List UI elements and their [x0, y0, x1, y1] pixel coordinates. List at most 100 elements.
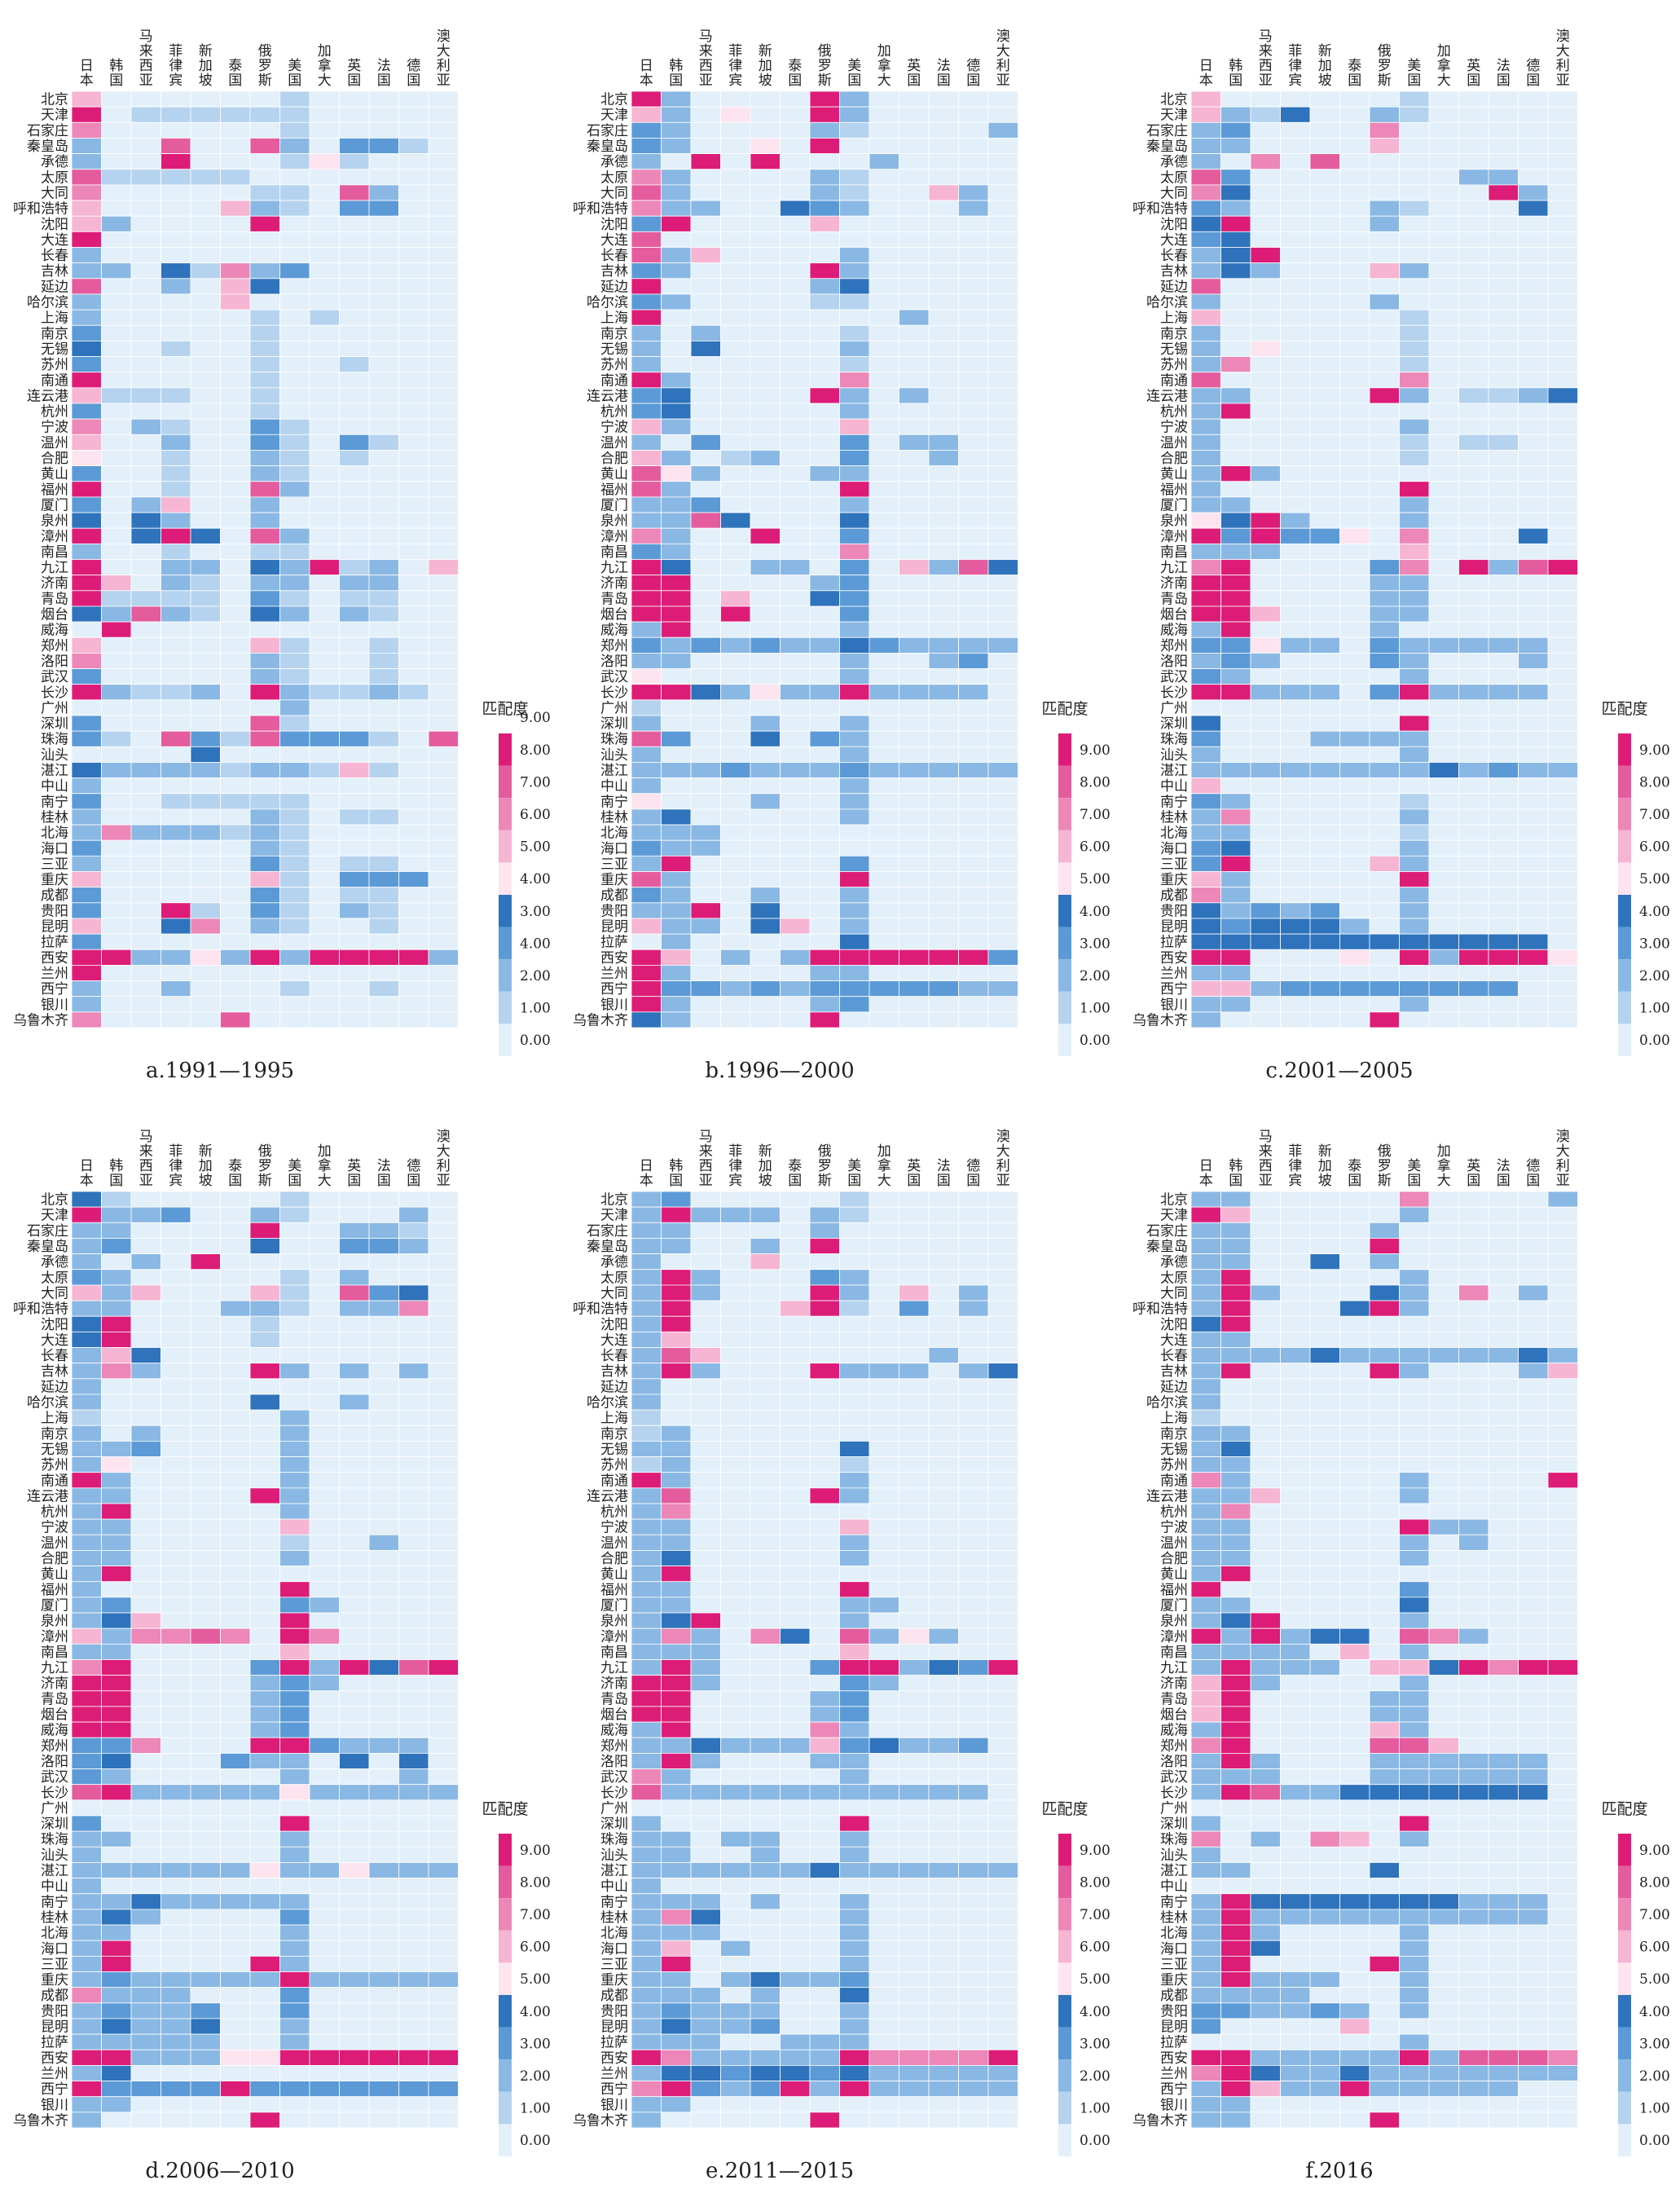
- heatmap-cell: [1458, 590, 1489, 607]
- heatmap-cell: [130, 1206, 161, 1223]
- heatmap-cell: [1518, 1768, 1549, 1786]
- heatmap-cell: [161, 356, 191, 373]
- heatmap-cell: [750, 309, 781, 326]
- city-label: 宁波: [600, 420, 628, 436]
- heatmap-cells: [71, 1191, 459, 2129]
- heatmap-cell: [750, 481, 781, 498]
- heatmap-cell: [190, 293, 221, 310]
- heatmap-cell: [899, 2065, 930, 2081]
- heatmap-cell: [1428, 1846, 1459, 1863]
- legend-swatch: [499, 1962, 512, 1995]
- heatmap-cell: [279, 980, 310, 998]
- heatmap-cell: [309, 1503, 340, 1520]
- heatmap-cell: [750, 2112, 781, 2129]
- city-label: 南昌: [600, 1645, 628, 1661]
- heatmap-cell: [190, 1011, 221, 1028]
- heatmap-cell: [101, 1737, 132, 1754]
- heatmap-cell: [339, 1659, 370, 1676]
- heatmap-cell: [690, 90, 721, 108]
- heatmap-cell: [101, 512, 132, 529]
- heatmap-cell: [161, 543, 191, 560]
- heatmap-cell: [1280, 668, 1311, 685]
- heatmap-cell: [1250, 1659, 1281, 1676]
- heatmap-cell: [309, 2049, 340, 2066]
- heatmap-cell: [839, 231, 870, 248]
- heatmap-cell: [839, 793, 870, 810]
- heatmap-cell: [279, 1675, 310, 1692]
- heatmap-cell: [631, 450, 662, 467]
- heatmap-cell: [339, 1534, 370, 1551]
- heatmap-cell: [249, 1643, 280, 1660]
- heatmap-cell: [309, 839, 340, 857]
- heatmap-cell: [190, 1659, 221, 1676]
- heatmap-cell: [928, 1269, 959, 1286]
- city-label: 杭州: [1160, 404, 1188, 421]
- heatmap-cell: [1220, 1846, 1251, 1863]
- city-label: 太原: [1160, 170, 1188, 186]
- heatmap-cell: [249, 996, 280, 1013]
- city-label: 石家庄: [27, 1223, 68, 1240]
- heatmap-cell: [130, 1768, 161, 1786]
- heatmap-cell: [398, 715, 429, 732]
- heatmap-cell: [1488, 1269, 1519, 1286]
- heatmap-cell: [368, 606, 399, 623]
- heatmap-cell: [809, 980, 840, 998]
- city-label: 深圳: [41, 716, 68, 733]
- heatmap-cell: [220, 1596, 251, 1614]
- heatmap-cell: [958, 1518, 989, 1535]
- heatmap-cell: [1458, 808, 1489, 826]
- legend-tick-label: 4.00: [1080, 2004, 1110, 2020]
- heatmap-cell: [720, 1612, 751, 1629]
- heatmap-cell: [958, 2065, 989, 2081]
- heatmap-cell: [661, 387, 692, 404]
- heatmap-cell: [631, 527, 662, 544]
- heatmap-cell: [661, 418, 692, 435]
- heatmap-cell: [161, 824, 191, 841]
- heatmap-cell: [1220, 559, 1251, 576]
- heatmap-cell: [720, 1924, 751, 1941]
- legend-tick-label: 8.00: [520, 742, 551, 759]
- heatmap-cell: [1369, 278, 1400, 295]
- country-label: 俄罗斯: [258, 1143, 272, 1189]
- heatmap-cell: [809, 2033, 840, 2050]
- heatmap-cell: [690, 2033, 721, 2050]
- heatmap-cell: [220, 559, 251, 576]
- city-label: 石家庄: [1146, 123, 1188, 139]
- heatmap-cell: [101, 1893, 132, 1910]
- heatmap-cell: [1428, 1627, 1459, 1645]
- heatmap-cell: [809, 1425, 840, 1442]
- city-label: 兰州: [1160, 966, 1188, 982]
- heatmap-cell: [809, 356, 840, 373]
- heatmap-cell: [1518, 1799, 1549, 1817]
- heatmap-cell: [750, 699, 781, 716]
- heatmap-cell: [631, 575, 662, 592]
- heatmap-cell: [1428, 512, 1459, 529]
- heatmap-cell: [368, 1909, 399, 1926]
- heatmap-cell: [1547, 653, 1578, 669]
- heatmap-cell: [899, 1737, 930, 1754]
- city-label: 延边: [1160, 279, 1188, 295]
- heatmap-cell: [398, 527, 429, 544]
- heatmap-cell: [161, 1706, 191, 1723]
- city-label: 合肥: [600, 451, 628, 467]
- heatmap-cell: [368, 1659, 399, 1676]
- heatmap-cell: [987, 1846, 1018, 1863]
- heatmap-cell: [1280, 715, 1311, 732]
- heatmap-cell: [1399, 730, 1430, 747]
- heatmap-cell: [161, 169, 191, 186]
- city-label: 深圳: [600, 716, 628, 733]
- city-label: 大同: [41, 1285, 68, 1301]
- heatmap-cell: [839, 606, 870, 623]
- heatmap-cell: [1250, 575, 1281, 592]
- heatmap-cell: [249, 1440, 280, 1457]
- heatmap-cell: [958, 1924, 989, 1941]
- heatmap-cell: [661, 1206, 692, 1223]
- heatmap-cell: [661, 668, 692, 685]
- heatmap-cell: [690, 1675, 721, 1692]
- city-label: 苏州: [600, 1457, 628, 1473]
- heatmap-cell: [1309, 1300, 1340, 1317]
- heatmap-cell: [631, 1643, 662, 1660]
- heatmap-cell: [661, 434, 692, 451]
- heatmap-cell: [750, 1487, 781, 1504]
- heatmap-cell: [71, 527, 102, 544]
